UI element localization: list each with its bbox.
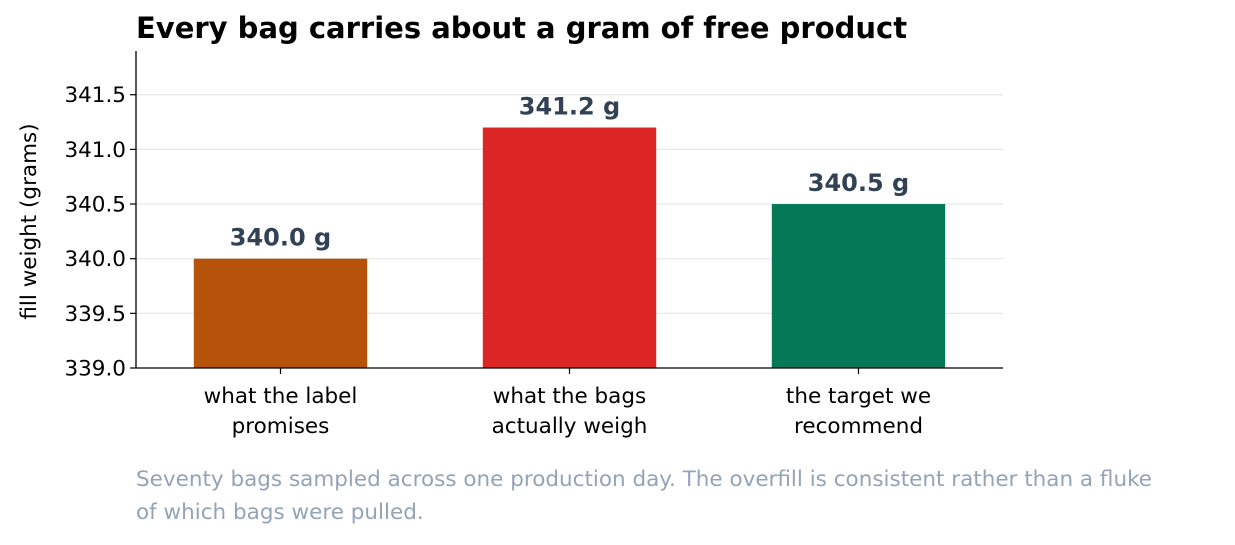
x-ticks: what the label promises what the bags actua… [204, 368, 931, 439]
bar [193, 258, 368, 368]
bar-data-label: 340.0 g [230, 224, 331, 252]
bar-data-label: 340.5 g [808, 169, 909, 197]
y-tick-label: 339.5 [64, 302, 126, 327]
x-tick-label: what the bags [493, 384, 646, 409]
x-tick-label: promises [232, 414, 330, 439]
x-tick-label: what the label [204, 384, 358, 409]
bar [771, 204, 946, 368]
x-tick-label: the target we [786, 384, 931, 409]
caption-line-1: Seventy bags sampled across one producti… [136, 467, 1152, 492]
y-tick-label: 340.0 [64, 247, 126, 272]
y-tick-label: 339.0 [64, 357, 126, 382]
chart-title: Every bag carries about a gram of free p… [136, 11, 907, 45]
y-axis-label: fill weight (grams) [17, 123, 42, 319]
bar-data-label: 341.2 g [519, 93, 620, 121]
y-ticks: 339.0 339.5 340.0 340.5 341.0 341.5 [64, 83, 136, 382]
y-tick-label: 340.5 [64, 193, 126, 218]
caption-line-2: of which bags were pulled. [136, 500, 424, 525]
bars [193, 127, 946, 368]
x-tick-label: actually weigh [492, 414, 648, 439]
y-tick-label: 341.0 [64, 138, 126, 163]
y-tick-label: 341.5 [64, 83, 126, 108]
x-tick-label: recommend [794, 414, 923, 439]
data-labels: 340.0 g 341.2 g 340.5 g [230, 93, 909, 252]
bar [482, 127, 657, 368]
